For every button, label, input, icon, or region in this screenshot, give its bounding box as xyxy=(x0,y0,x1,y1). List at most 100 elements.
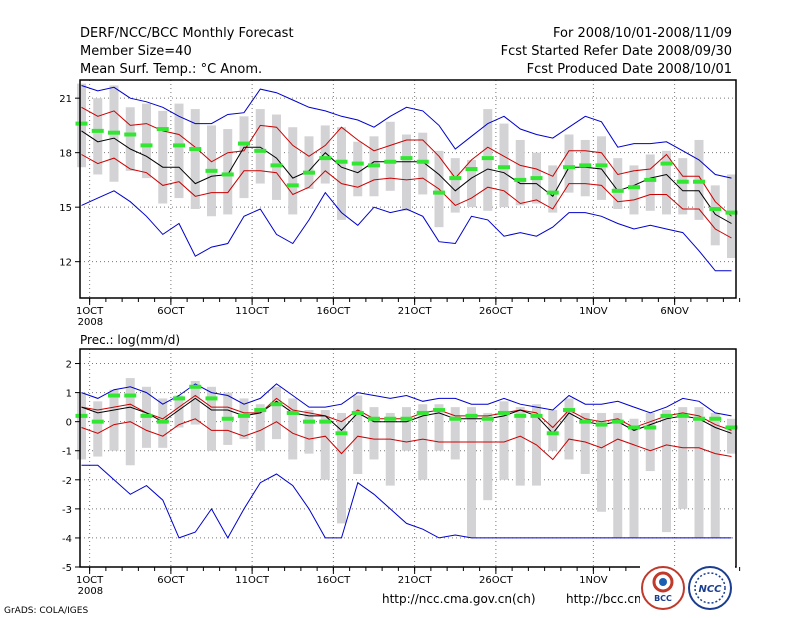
temp-range-bar xyxy=(142,103,151,179)
precip-range-bar xyxy=(337,412,346,524)
temp-xtick-label: 1OCT xyxy=(76,306,104,317)
precip-range-bar xyxy=(564,398,574,460)
precip-forecast-marker xyxy=(546,431,559,436)
precip-ytick-label: 0 xyxy=(66,418,72,429)
precip-xtick-label: 26OCT xyxy=(479,575,514,586)
precip-forecast-marker xyxy=(709,416,722,421)
precip-range-bar xyxy=(483,412,493,501)
precip-ytick-label: -3 xyxy=(62,505,72,516)
precip-forecast-marker xyxy=(400,416,413,421)
temp-xtick-label: 26OCT xyxy=(479,306,514,317)
temp-forecast-marker xyxy=(173,143,185,148)
precip-forecast-marker xyxy=(270,402,283,407)
header-member-size: Member Size=40 xyxy=(80,44,192,59)
temp-forecast-marker xyxy=(725,210,738,215)
temp-year-label: 2008 xyxy=(78,317,103,328)
temp-forecast-marker xyxy=(286,183,299,188)
precip-forecast-marker xyxy=(660,413,673,418)
temp-forecast-marker xyxy=(238,141,250,146)
precip-forecast-marker xyxy=(108,393,120,398)
precip-forecast-marker xyxy=(563,408,575,413)
precip-forecast-marker xyxy=(238,413,250,418)
precip-ytick-label: 1 xyxy=(66,389,72,400)
temp-xtick-label: 21OCT xyxy=(398,306,433,317)
precip-range-bar xyxy=(434,404,444,451)
temp-line-lower-envelope xyxy=(81,190,732,272)
precip-range-bar xyxy=(174,395,184,428)
temp-range-bar xyxy=(190,109,200,209)
temp-range-bar xyxy=(580,139,590,197)
temp-range-bar xyxy=(678,158,688,215)
precip-ytick-label: -1 xyxy=(62,447,72,458)
precip-line-lower-spread xyxy=(81,418,732,461)
precip-range-bar xyxy=(418,404,428,480)
precip-forecast-marker xyxy=(156,419,169,424)
precip-forecast-marker xyxy=(75,413,88,418)
temp-range-bar xyxy=(158,110,168,204)
precip-year-label: 2008 xyxy=(78,586,103,597)
precip-range-bar xyxy=(580,412,590,474)
temp-forecast-marker xyxy=(270,163,283,168)
header-forecast-period: For 2008/10/01-2008/11/09 xyxy=(553,26,732,41)
temp-xtick-label: 11OCT xyxy=(235,306,270,317)
precip-forecast-marker xyxy=(449,416,462,421)
temp-range-bar xyxy=(272,114,281,200)
temp-range-bar xyxy=(385,121,395,191)
precip-range-bar xyxy=(499,401,509,480)
precip-forecast-marker xyxy=(644,425,657,430)
precip-forecast-marker xyxy=(725,425,738,430)
temp-forecast-marker xyxy=(351,161,364,166)
temp-forecast-marker xyxy=(156,127,169,132)
temp-xtick-label: 6NOV xyxy=(660,306,689,317)
temp-forecast-marker xyxy=(108,130,120,135)
temp-range-bar xyxy=(467,159,476,208)
temp-ytick-label: 12 xyxy=(59,258,72,269)
temp-xtick-label: 6OCT xyxy=(157,306,185,317)
temp-range-bar xyxy=(93,98,103,175)
temp-range-bar xyxy=(710,185,720,246)
precip-range-bar xyxy=(369,407,379,460)
precip-range-bar xyxy=(548,410,558,451)
precip-range-bar xyxy=(239,398,249,440)
precip-forecast-marker xyxy=(205,396,218,401)
temp-range-bar xyxy=(174,103,184,199)
temp-forecast-marker xyxy=(449,176,462,181)
precip-xtick-label: 16OCT xyxy=(317,575,352,586)
precip-xtick-label: 1NOV xyxy=(579,575,608,586)
temp-forecast-marker xyxy=(335,159,348,164)
temp-forecast-marker xyxy=(498,165,510,170)
precip-line-lower-envelope xyxy=(81,464,732,539)
grads-credit: GrADS: COLA/IGES xyxy=(4,606,88,616)
temp-forecast-marker xyxy=(319,156,332,161)
temp-range-bar xyxy=(255,109,265,184)
precip-forecast-marker xyxy=(676,413,689,418)
precip-range-bar xyxy=(207,386,216,451)
precip-range-bar xyxy=(597,412,606,512)
temp-ytick-label: 18 xyxy=(59,149,72,160)
temp-forecast-marker xyxy=(433,190,445,195)
precip-forecast-marker xyxy=(416,410,429,415)
temp-forecast-marker xyxy=(91,128,104,133)
temp-range-bar xyxy=(320,125,330,184)
precip-line-ensemble-mean xyxy=(81,397,732,435)
temp-range-bar xyxy=(645,154,655,211)
temp-ytick-label: 21 xyxy=(59,94,72,105)
temp-forecast-marker xyxy=(530,176,543,181)
temp-xtick-label: 1NOV xyxy=(579,306,608,317)
ncc-logo: NCC xyxy=(688,566,732,610)
precip-forecast-marker xyxy=(319,419,332,424)
temp-range-bar xyxy=(288,127,298,215)
header-variable: Mean Surf. Temp.: °C Anom. xyxy=(80,62,263,77)
precip-ytick-label: -4 xyxy=(62,534,72,545)
footer-url-ncc[interactable]: http://ncc.cma.gov.cn(ch) xyxy=(382,592,536,606)
precip-forecast-marker xyxy=(595,422,608,427)
temp-range-bar xyxy=(450,158,460,213)
temp-forecast-marker xyxy=(693,179,705,184)
temp-ytick-label: 15 xyxy=(59,203,72,214)
temp-forecast-marker xyxy=(189,147,202,152)
temp-range-bar xyxy=(515,139,525,206)
precip-range-bar xyxy=(353,395,363,474)
temp-range-bar xyxy=(629,165,639,215)
precip-forecast-marker xyxy=(465,413,478,418)
